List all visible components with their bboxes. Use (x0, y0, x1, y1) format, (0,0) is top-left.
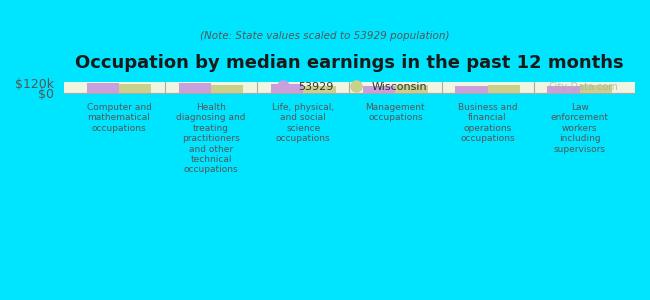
Bar (304, 85, 335, 93)
Bar (119, 84, 151, 93)
Bar (580, 85, 612, 93)
Text: (Note: State values scaled to 53929 population): (Note: State values scaled to 53929 popu… (200, 31, 450, 41)
Bar (363, 86, 395, 93)
Bar (179, 83, 211, 93)
Text: City-Data.com: City-Data.com (548, 82, 618, 92)
Legend: 53929, Wisconsin: 53929, Wisconsin (267, 77, 432, 96)
Bar (86, 83, 119, 93)
Bar (211, 85, 243, 93)
Bar (488, 85, 520, 93)
Bar (547, 86, 580, 93)
Bar (455, 86, 488, 93)
Bar (271, 84, 304, 93)
Bar (395, 85, 428, 93)
Title: Occupation by median earnings in the past 12 months: Occupation by median earnings in the pas… (75, 54, 623, 72)
